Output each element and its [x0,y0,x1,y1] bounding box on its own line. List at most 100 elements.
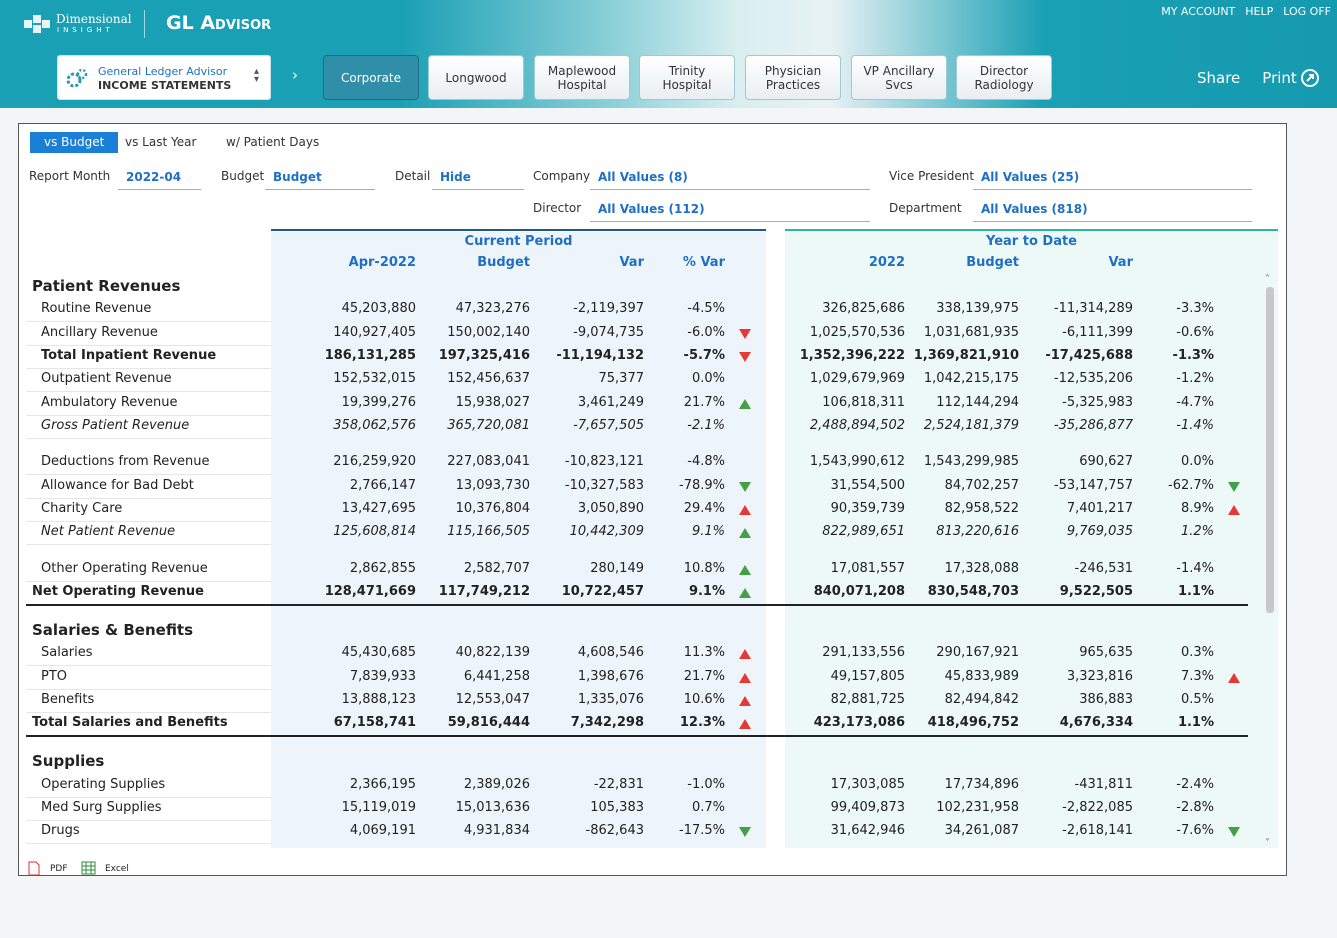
cell-value: 3,461,249 [577,394,644,410]
cell-value: -2.1% [687,417,725,433]
cell-value: 1.1% [1177,584,1214,599]
header-action[interactable]: Share [1197,69,1241,87]
cell-value: 4,608,546 [577,645,644,661]
cell-value: 67,158,741 [333,715,416,731]
filter-label: Report Month [29,169,111,183]
hospital-tab[interactable]: Maplewood Hospital [534,55,630,100]
cell-value: -22,831 [593,776,644,792]
header-link[interactable]: MY ACCOUNT [1161,5,1236,18]
cell-value: -11,314,289 [1053,301,1133,317]
pdf-icon[interactable] [28,861,40,876]
row-label: Total Salaries and Benefits [32,715,228,731]
row-label: Gross Patient Revenue [41,417,190,433]
cell-value: -53,147,757 [1053,477,1133,493]
view-tab[interactable]: w/ Patient Days [226,135,320,149]
filter-value[interactable]: All Values (112) [590,202,870,222]
header-action[interactable]: Print [1262,69,1297,87]
cell-value: 1,042,215,175 [923,371,1019,387]
cell-value: 29.4% [683,500,725,516]
launch-icon[interactable] [1300,68,1320,88]
cell-value: 227,083,041 [447,454,530,470]
section-header: Salaries & Benefits [32,621,194,639]
cell-value: 140,927,405 [333,324,416,340]
selector-subtitle: INCOME STATEMENTS [98,79,232,92]
header-link[interactable]: LOG OFF [1283,5,1331,18]
filter-value[interactable]: All Values (818) [973,202,1252,222]
cell-value: -62.7% [1168,477,1214,493]
hospital-tab[interactable]: Trinity Hospital [639,55,735,100]
cell-value: 31,642,946 [830,823,905,839]
cell-value: -0.6% [1176,324,1214,340]
cell-value: 12.3% [679,715,725,731]
cell-value: 2,366,195 [349,776,416,792]
cell-value: 115,166,505 [447,524,530,540]
scroll-down[interactable]: ˅ [1265,838,1270,849]
app-title: GL Advisor [166,12,272,34]
variance-arrow [739,351,751,362]
row-divider [26,665,271,667]
brand: Dimensional [56,12,132,26]
header-link[interactable]: HELP [1245,5,1274,18]
variance-arrow [739,588,751,598]
logo [24,15,50,33]
cell-value: 15,119,019 [341,799,416,815]
selector-caret: ▴ ▾ [254,66,260,85]
hospital-tab[interactable]: Longwood [428,55,524,100]
cell-value: 7,342,298 [570,715,644,731]
cell-value: -12,535,206 [1053,371,1133,387]
scroll-up[interactable]: ˄ [1265,274,1270,285]
row-divider [26,474,271,476]
section-header: Supplies [32,752,105,771]
cell-value: 1,025,570,536 [809,324,905,340]
scrollbar-thumb[interactable] [1266,287,1274,613]
cell-value: 150,002,140 [447,324,530,340]
filter-value[interactable]: Hide [432,170,524,190]
cell-value: 9.1% [688,584,725,599]
cell-value: 45,833,989 [944,668,1019,684]
cell-value: 11.3% [683,645,725,661]
cell-value: 19,399,276 [341,394,416,410]
variance-arrow [1228,827,1240,838]
cell-value: 690,627 [1079,454,1133,470]
view-tab[interactable]: vs Last Year [125,135,197,149]
cell-value: 31,554,500 [830,477,905,493]
pdf-link[interactable]: PDF [50,864,68,874]
variance-arrow [739,649,751,660]
hospital-tab[interactable]: Corporate [323,55,419,100]
cell-value: 0.0% [1180,454,1214,470]
excel-icon[interactable] [81,861,96,875]
cell-value: -4.7% [1176,394,1214,410]
cell-value: 9,769,035 [1066,524,1133,540]
excel-link[interactable]: Excel [105,864,129,874]
hospital-tab[interactable]: Physician Practices [745,55,841,100]
brand-sub: INSIGHT [57,26,114,34]
view-tab[interactable]: vs Budget [30,132,119,153]
cell-value: 1,352,396,222 [799,347,905,363]
row-label: Drugs [41,823,80,839]
cell-value: 45,430,685 [341,645,416,661]
column-header: Var [1108,255,1133,270]
filter-value[interactable]: All Values (8) [590,170,870,190]
row-divider [26,497,271,499]
cell-value: 0.0% [691,371,725,387]
cell-value: 13,427,695 [341,500,416,516]
cell-value: 128,471,669 [324,584,416,599]
variance-arrow [739,328,751,339]
header-actions: Share Print [1197,69,1297,87]
filter-value[interactable]: All Values (25) [973,170,1252,190]
report-selector[interactable]: General Ledger Advisor INCOME STATEMENTS… [57,55,271,100]
cell-value: 82,881,725 [830,691,905,707]
filter-value[interactable]: Budget [265,170,375,190]
row-label: Ambulatory Revenue [41,394,178,410]
row-label: Med Surg Supplies [41,799,162,815]
row-divider [26,544,271,546]
cell-value: 49,157,805 [830,668,905,684]
cell-value: -17,425,688 [1045,347,1133,363]
cell-value: 152,532,015 [333,371,416,387]
cell-value: 2,389,026 [463,776,530,792]
hospital-tab[interactable]: Director Radiology [956,55,1052,100]
filter-value[interactable]: 2022-04 [118,170,201,190]
current-band [271,232,766,848]
cell-value: -10,823,121 [564,454,644,470]
hospital-tab[interactable]: VP Ancillary Svcs [851,55,947,100]
